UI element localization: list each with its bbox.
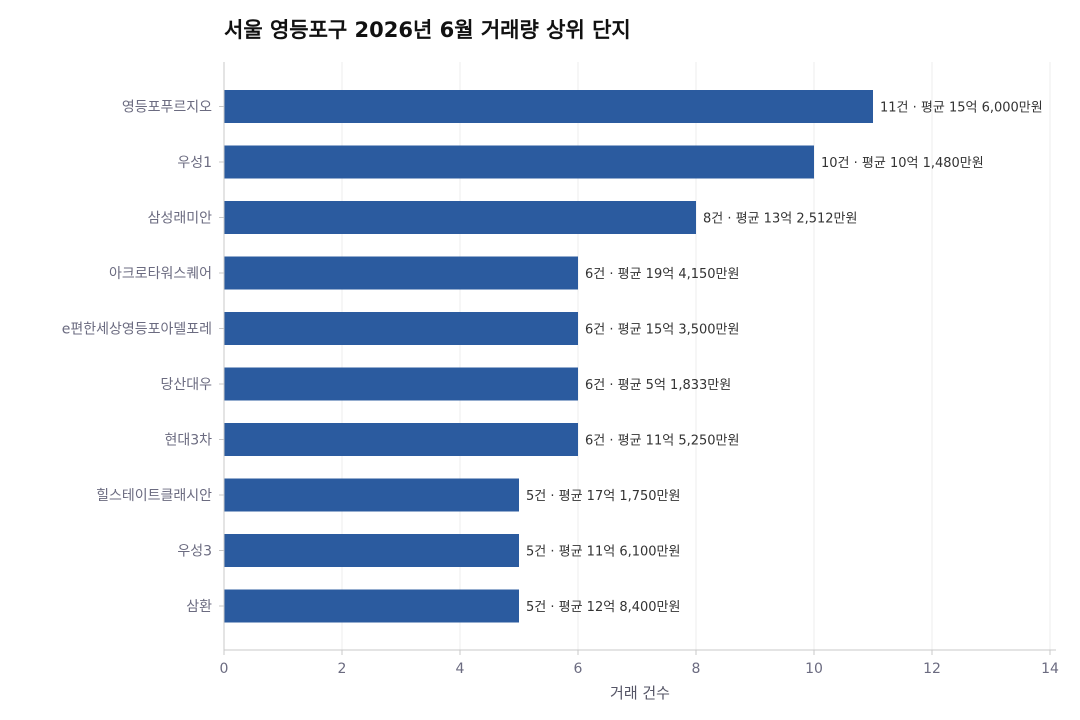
category-label: 영등포푸르지오 [122,100,212,116]
bar [224,478,519,512]
category-label: 현대3차 [164,433,212,449]
bar [224,312,578,345]
bar-layer [224,90,873,623]
chart-title: 서울 영등포구 2026년 6월 거래량 상위 단지 [224,18,631,42]
x-tick-label: 2 [338,661,347,677]
x-tick-label: 8 [692,661,701,677]
x-tick-label: 4 [456,661,465,677]
bar-data-label: 11건 · 평균 15억 6,000만원 [880,101,1043,116]
bar-data-label: 6건 · 평균 11억 5,250만원 [585,434,739,449]
bar [224,145,814,179]
bar [224,534,519,567]
bar-data-label: 10건 · 평균 10억 1,480만원 [821,156,984,171]
axis-layer: 0 2 4 6 8 10 12 14 [219,62,1059,677]
category-label: 삼환 [186,599,212,615]
bar-data-label: 5건 · 평균 12억 8,400만원 [526,600,680,615]
bar [224,423,578,456]
bar-data-label: 6건 · 평균 15억 3,500만원 [585,323,739,338]
x-tick-label: 12 [923,661,941,677]
x-tick-label: 10 [805,661,823,677]
category-label: 아크로타워스퀘어 [109,266,212,282]
bar-data-label: 5건 · 평균 11억 6,100만원 [526,545,680,560]
category-label: 우성3 [177,544,212,560]
bar [224,256,578,290]
bar-data-label: 6건 · 평균 5억 1,833만원 [585,378,731,393]
x-axis-title: 거래 건수 [610,684,670,702]
x-tick-label: 6 [574,661,583,677]
category-label: 당산대우 [160,377,212,393]
category-label: 삼성래미안 [148,211,213,227]
category-label: 우성1 [177,155,212,171]
bar [224,90,873,123]
x-tick-label: 0 [220,661,229,677]
bar-data-label: 5건 · 평균 17억 1,750만원 [526,489,680,504]
x-tick-label: 14 [1041,661,1059,677]
bar [224,589,519,623]
category-label: 힐스테이트클래시안 [96,488,212,504]
bar [224,367,578,401]
bar-data-label: 8건 · 평균 13억 2,512만원 [703,212,857,227]
category-label: e편한세상영등포아델포레 [62,322,212,338]
bar [224,201,696,234]
bar-data-label: 6건 · 평균 19억 4,150만원 [585,267,739,282]
